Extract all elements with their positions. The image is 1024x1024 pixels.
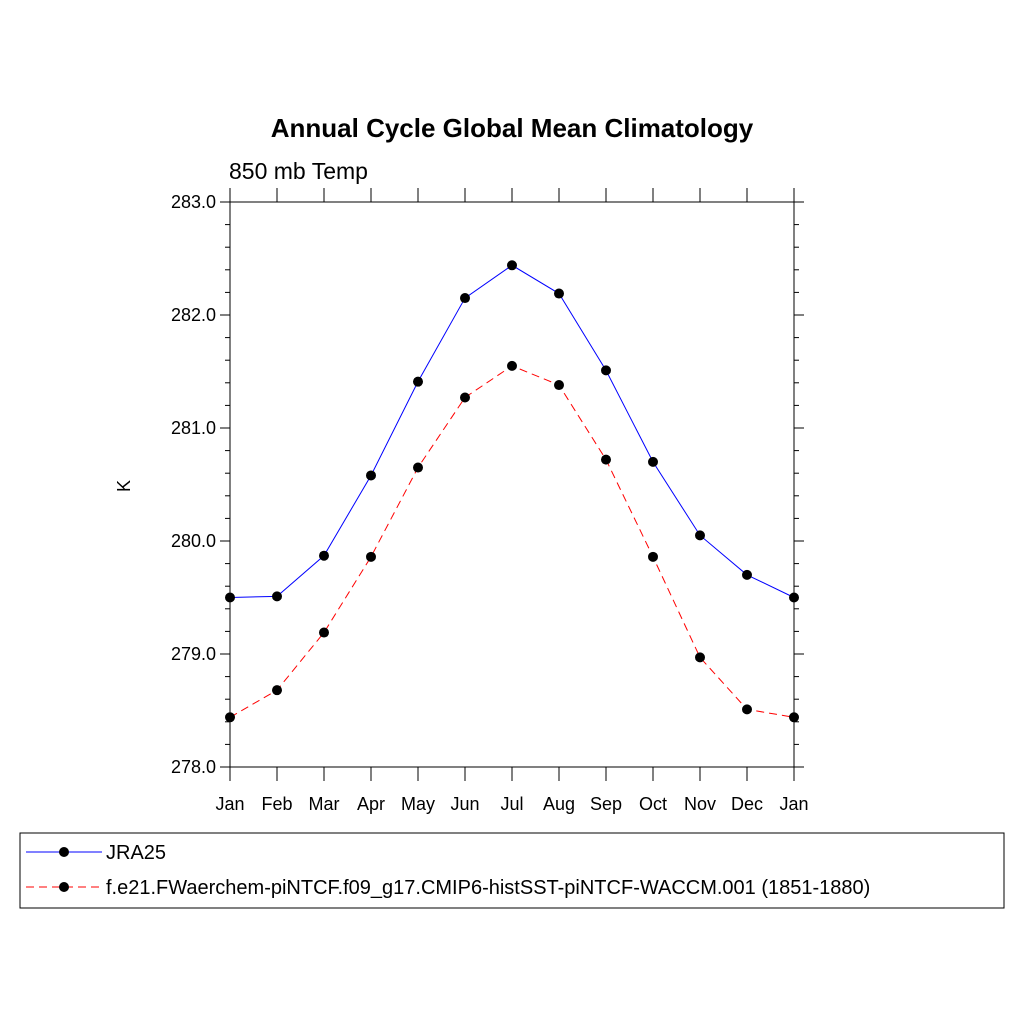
x-tick-label: Mar [309,794,340,814]
legend-marker-2 [59,882,69,892]
y-tick-label: 279.0 [171,644,216,664]
legend-marker-1 [59,847,69,857]
series-2-point [648,551,658,562]
y-tick-label: 283.0 [171,192,216,212]
series-2-point [507,360,517,371]
series-1-point [413,376,423,387]
legend-box [19,832,1005,909]
series-1-point [225,592,235,603]
series-line-1 [229,264,795,598]
x-tick-label: Apr [357,794,385,814]
y-tick-label: 278.0 [171,757,216,777]
series-2-point [366,551,376,562]
series-2-point [742,704,752,715]
series-1-point [554,288,564,299]
series-2-point [460,392,470,403]
x-tick-label: Jan [215,794,244,814]
x-tick-label: Aug [543,794,575,814]
y-tick-label: 280.0 [171,531,216,551]
plot-frame [229,201,795,768]
series-1-point [272,591,282,602]
legend-label-1: JRA25 [106,842,166,864]
y-tick-label: 281.0 [171,418,216,438]
x-tick-label: Jun [450,794,479,814]
series-1-point [507,260,517,271]
series-2-point [695,652,705,663]
series-1-point [742,569,752,580]
chart-subtitle: 850 mb Temp [229,158,368,184]
series-2-point [554,380,564,391]
x-tick-label: Nov [684,794,716,814]
x-tick-label: Jan [779,794,808,814]
chart-title: Annual Cycle Global Mean Climatology [271,113,754,143]
series-1-point [695,530,705,541]
series-1-point [319,550,329,561]
series-2-point [319,627,329,638]
series-2-point [601,454,611,465]
legend: JRA25 f.e21.FWaerchem-piNTCF.f09_g17.CMIP… [19,832,1005,909]
x-tick-label: Jul [500,794,523,814]
x-tick-label: Dec [731,794,763,814]
x-tick-label: May [401,794,435,814]
series-1-point [460,293,470,304]
x-tick-label: Feb [261,794,292,814]
y-tick-label: 282.0 [171,305,216,325]
x-tick-label: Sep [590,794,622,814]
series-2-point [272,685,282,696]
plot-area: 278.0 279.0 280.0 281.0 282.0 283.0 Jan Feb Mar A… [171,188,809,814]
series-2-point [789,712,799,723]
series-2-point [413,462,423,473]
series-1-point [366,470,376,481]
legend-label-2: f.e21.FWaerchem-piNTCF.f09_g17.CMIP6-his… [106,877,870,899]
series-1-point [648,456,658,467]
series-line-2 [229,365,795,718]
series-1-point [789,592,799,603]
x-tick-label: Oct [639,794,667,814]
series-1-point [601,365,611,376]
series-2-point [225,712,235,723]
y-axis-label: K [114,480,134,492]
